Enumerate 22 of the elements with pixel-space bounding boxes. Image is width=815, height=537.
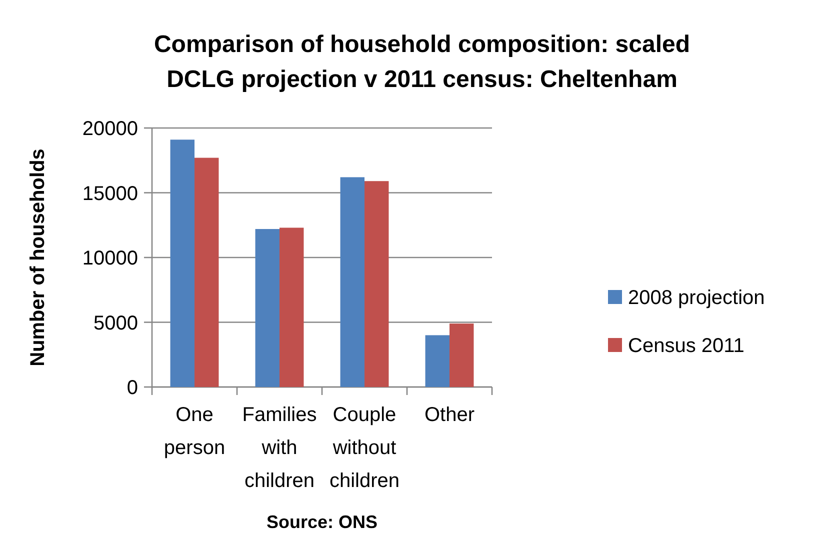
x-tick-label: Other — [424, 404, 475, 426]
y-axis-title: Number of households — [27, 148, 49, 366]
legend-label: 2008 projection — [628, 287, 765, 309]
bar — [194, 158, 219, 387]
bar — [280, 228, 304, 387]
y-tick-label: 20000 — [82, 118, 138, 140]
x-tick-label: Families with children — [242, 404, 317, 492]
bar — [364, 181, 389, 387]
chart-title: Comparison of household composition: scaled DCLG projection v 2011 census: Cheltenham — [154, 31, 690, 93]
y-tick-label: 5000 — [94, 312, 138, 334]
bar — [450, 324, 474, 387]
y-tick-label: 0 — [126, 377, 138, 399]
bar — [170, 140, 194, 387]
bar — [255, 229, 280, 387]
y-tick-label: 10000 — [82, 248, 138, 270]
bar — [340, 177, 364, 387]
bar — [425, 335, 450, 387]
y-tick-label: 15000 — [82, 182, 138, 205]
source-note: Source: ONS — [266, 512, 378, 532]
x-tick-label: Couple without children — [329, 404, 400, 492]
legend-label: Census 2011 — [628, 335, 744, 357]
x-tick-label: One person — [164, 404, 226, 459]
